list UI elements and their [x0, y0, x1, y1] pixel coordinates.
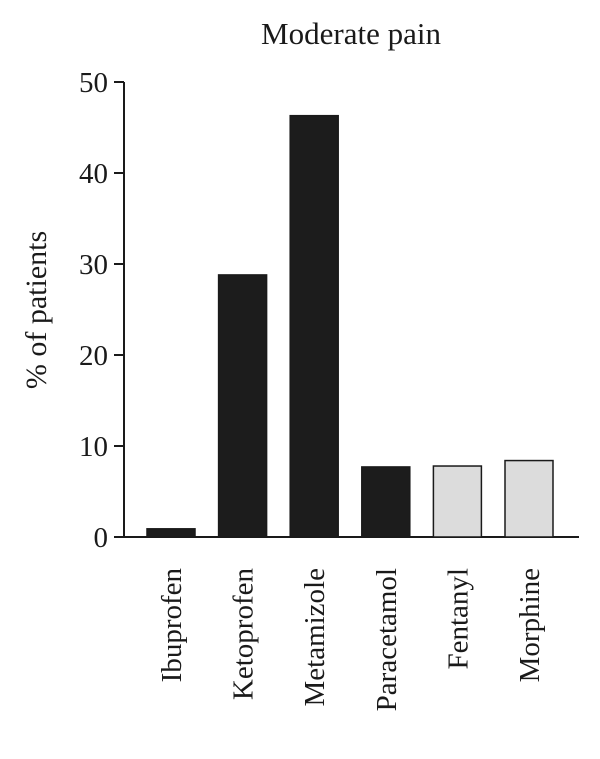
y-axis-ticks: 0 10 20 30 40 50 — [79, 67, 124, 554]
x-tick-label: Fentanyl — [442, 568, 474, 670]
bar-paracetamol — [361, 466, 411, 538]
y-tick-label: 50 — [79, 67, 108, 99]
bar-ibuprofen — [146, 528, 196, 538]
y-tick-label: 30 — [79, 249, 108, 281]
x-tick-label: Morphine — [514, 568, 546, 682]
x-axis-labels: Ibuprofen Ketoprofen Metamizole Paracetamol… — [156, 568, 546, 712]
bar-ketoprofen — [217, 274, 268, 538]
y-tick-label: 40 — [79, 158, 108, 190]
x-tick-label: Ibuprofen — [156, 568, 188, 683]
y-axis-label: % of patients — [20, 231, 53, 389]
x-tick-label: Paracetamol — [371, 568, 403, 711]
bar-metamizole — [289, 114, 339, 538]
bar-fentanyl — [432, 465, 483, 538]
y-tick-label: 0 — [94, 522, 109, 554]
x-tick-label: Metamizole — [299, 568, 331, 707]
bar-morphine — [504, 459, 554, 538]
bars — [146, 114, 554, 538]
y-tick-label: 20 — [79, 340, 108, 372]
x-tick-label: Ketoprofen — [228, 568, 260, 701]
y-tick-label: 10 — [79, 431, 108, 463]
chart-title: Moderate pain — [261, 16, 441, 51]
